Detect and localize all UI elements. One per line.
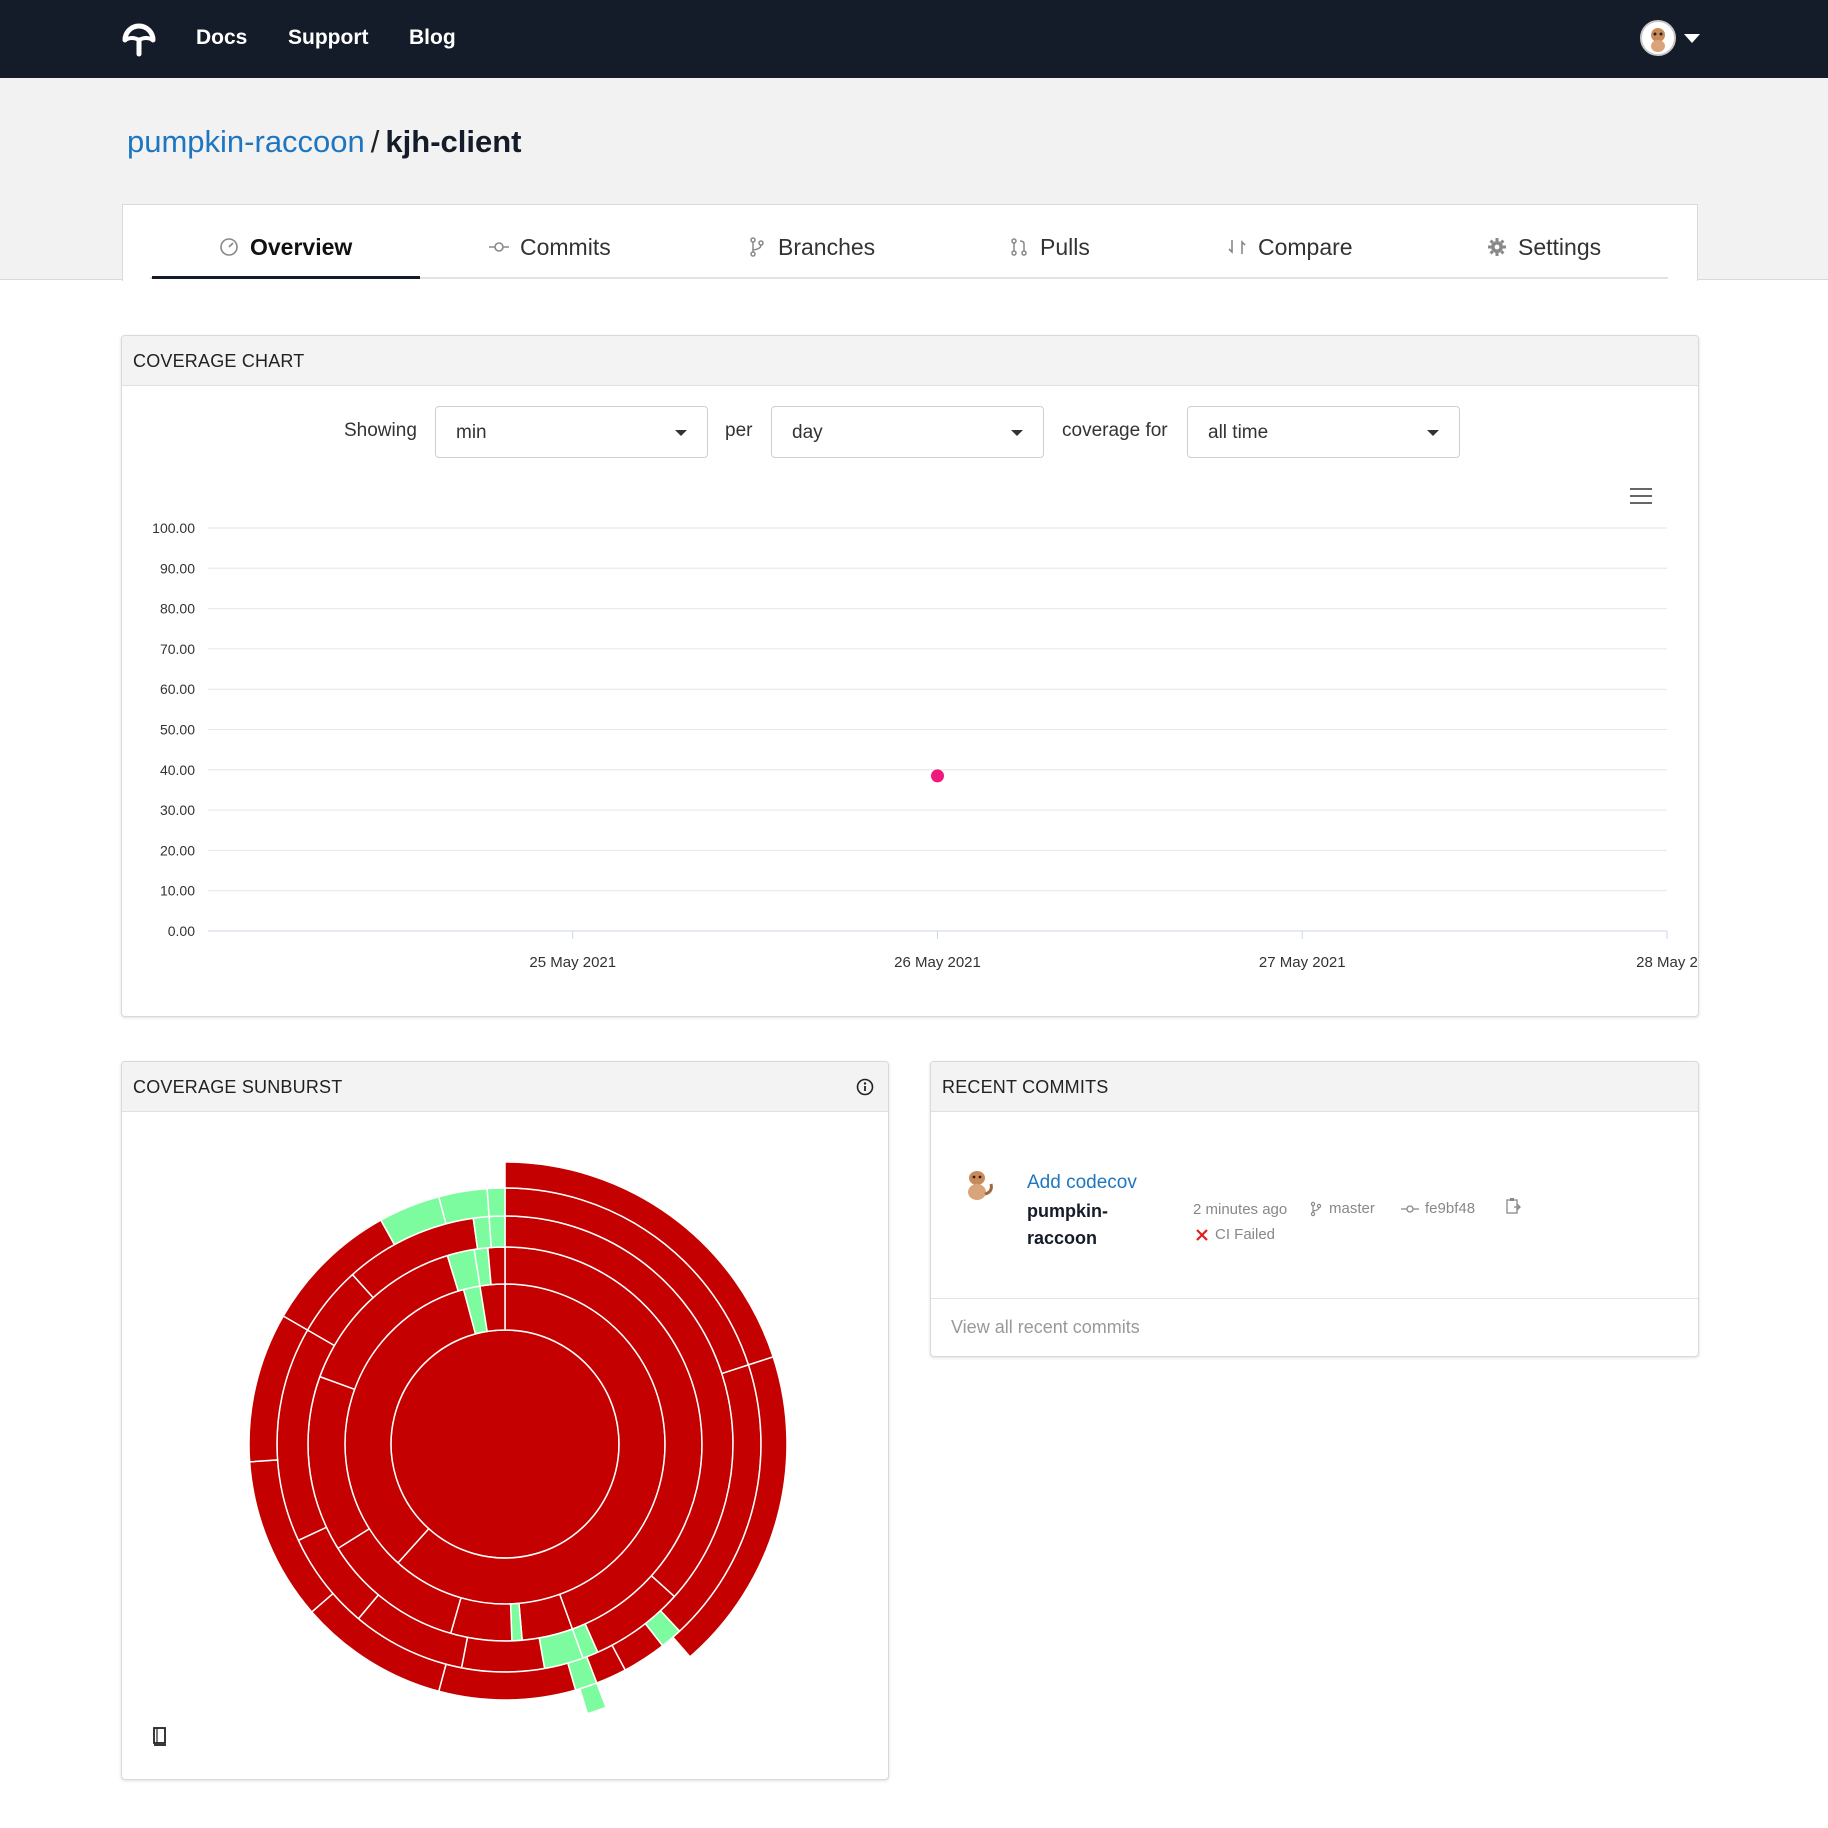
y-tick-label: 50.00 bbox=[160, 722, 195, 738]
chevron-down-icon bbox=[1011, 430, 1023, 436]
commit-icon bbox=[1401, 1204, 1419, 1213]
per-select-value: day bbox=[792, 422, 823, 443]
panel-header: COVERAGE SUNBURST bbox=[122, 1062, 888, 1112]
recent-commits-panel: RECENT COMMITS Add codecov pumpkin-racco… bbox=[930, 1061, 1699, 1357]
sunburst-segment[interactable] bbox=[449, 1596, 513, 1642]
active-tab-indicator bbox=[152, 276, 420, 279]
view-all-commits-link[interactable]: View all recent commits bbox=[951, 1317, 1140, 1337]
y-tick-label: 100.00 bbox=[152, 520, 195, 536]
tab-pulls-label: Pulls bbox=[1040, 233, 1090, 260]
tab-commits-label: Commits bbox=[520, 233, 611, 260]
y-tick-label: 30.00 bbox=[160, 802, 195, 818]
tab-overview[interactable]: Overview bbox=[218, 232, 352, 262]
commit-sha-label: fe9bf48 bbox=[1425, 1200, 1476, 1217]
tab-overview-label: Overview bbox=[250, 233, 353, 260]
gear-icon bbox=[1488, 238, 1506, 256]
tab-settings-label: Settings bbox=[1518, 233, 1602, 260]
top-navbar: Docs Support Blog bbox=[0, 0, 1828, 78]
nav-support-link[interactable]: Support bbox=[288, 26, 369, 49]
copy-icon[interactable] bbox=[1505, 1197, 1521, 1215]
info-icon[interactable] bbox=[856, 1078, 874, 1096]
nav-blog-link[interactable]: Blog bbox=[409, 26, 456, 49]
coverage-sunburst-panel: COVERAGE SUNBURST bbox=[121, 1061, 889, 1780]
ci-status-label: CI Failed bbox=[1215, 1226, 1276, 1243]
compare-icon bbox=[1228, 240, 1246, 254]
commit-author: pumpkin-raccoon bbox=[1027, 1201, 1108, 1248]
coverage-sunburst-title: COVERAGE SUNBURST bbox=[133, 1077, 343, 1097]
breadcrumb-owner-link[interactable]: pumpkin-raccoon bbox=[127, 124, 365, 159]
repo-tabs bbox=[122, 204, 1698, 281]
commit-time: 2 minutes ago bbox=[1193, 1201, 1288, 1218]
codecov-logo-icon[interactable] bbox=[120, 20, 158, 58]
x-tick-label: 26 May 2021 bbox=[894, 954, 981, 971]
panel-header: RECENT COMMITS bbox=[931, 1062, 1698, 1112]
y-tick-label: 0.00 bbox=[168, 923, 195, 939]
y-tick-label: 60.00 bbox=[160, 681, 195, 697]
coverage-line-chart: 100.00 90.00 80.00 70.00 60.00 50.00 40.00 30.0… bbox=[152, 520, 1698, 971]
pull-request-icon bbox=[1011, 238, 1027, 256]
tab-commits[interactable]: Commits bbox=[488, 232, 611, 262]
coverage-chart-title: COVERAGE CHART bbox=[133, 351, 305, 371]
per-select[interactable]: day bbox=[771, 406, 1044, 458]
y-tick-label: 40.00 bbox=[160, 762, 195, 778]
branch-icon bbox=[1310, 1201, 1322, 1216]
y-tick-label: 20.00 bbox=[160, 842, 195, 858]
recent-commits-title: RECENT COMMITS bbox=[942, 1077, 1109, 1097]
tab-pulls[interactable]: Pulls bbox=[1008, 232, 1090, 262]
coverage-for-select[interactable]: all time bbox=[1187, 406, 1460, 458]
tab-branches[interactable]: Branches bbox=[746, 232, 875, 262]
coverage-for-select-value: all time bbox=[1208, 422, 1269, 443]
x-tick-label: 28 May 2 bbox=[1636, 954, 1698, 971]
chart-menu-icon[interactable] bbox=[1630, 488, 1654, 506]
breadcrumb-separator: / bbox=[370, 124, 380, 159]
y-tick-label: 10.00 bbox=[160, 883, 195, 899]
sunburst-segment[interactable] bbox=[488, 1215, 506, 1249]
sunburst-segment[interactable] bbox=[487, 1246, 506, 1286]
commit-sha[interactable]: fe9bf48 bbox=[1401, 1200, 1475, 1217]
commit-branch[interactable]: master bbox=[1309, 1200, 1375, 1217]
x-tick-label: 27 May 2021 bbox=[1259, 954, 1346, 971]
sunburst-root[interactable] bbox=[390, 1329, 620, 1559]
tab-compare-label: Compare bbox=[1258, 233, 1353, 260]
coverage-sunburst-chart[interactable] bbox=[122, 1122, 888, 1722]
commit-icon bbox=[489, 242, 509, 252]
y-tick-label: 70.00 bbox=[160, 641, 195, 657]
nav-docs-link[interactable]: Docs bbox=[196, 26, 248, 49]
x-tick-label: 25 May 2021 bbox=[529, 954, 616, 971]
tab-settings[interactable]: Settings bbox=[1486, 232, 1601, 262]
chevron-down-icon[interactable] bbox=[1684, 34, 1700, 43]
close-icon bbox=[1196, 1228, 1208, 1241]
breadcrumb-repo: kjh-client bbox=[385, 124, 522, 159]
user-menu[interactable] bbox=[1640, 20, 1700, 58]
sunburst-segment[interactable] bbox=[578, 1682, 608, 1715]
showing-select[interactable]: min bbox=[435, 406, 708, 458]
chevron-down-icon bbox=[675, 430, 687, 436]
avatar[interactable] bbox=[957, 1164, 997, 1204]
per-label: per bbox=[725, 420, 753, 441]
book-icon[interactable] bbox=[152, 1727, 168, 1747]
commit-message-link[interactable]: Add codecov bbox=[1027, 1172, 1137, 1193]
ci-status: CI Failed bbox=[1195, 1226, 1275, 1243]
breadcrumb: pumpkin-raccoon / kjh-client bbox=[127, 124, 522, 160]
gauge-icon bbox=[220, 238, 238, 256]
sunburst-segment[interactable] bbox=[460, 1636, 546, 1673]
y-tick-label: 90.00 bbox=[160, 560, 195, 576]
sunburst-segment[interactable] bbox=[671, 1355, 788, 1658]
y-tick-label: 80.00 bbox=[160, 601, 195, 617]
chevron-down-icon bbox=[1427, 430, 1439, 436]
panel-header: COVERAGE CHART bbox=[122, 336, 1698, 386]
sunburst-segment[interactable] bbox=[486, 1187, 506, 1218]
tab-branches-label: Branches bbox=[778, 233, 876, 260]
branch-icon bbox=[750, 237, 764, 257]
data-point bbox=[931, 769, 944, 783]
showing-select-value: min bbox=[456, 422, 487, 443]
commit-branch-label: master bbox=[1329, 1200, 1375, 1217]
tab-compare[interactable]: Compare bbox=[1226, 232, 1353, 262]
coverage-for-label: coverage for bbox=[1062, 420, 1168, 441]
coverage-chart-panel: COVERAGE CHART Showing min per day cover… bbox=[121, 335, 1699, 1017]
avatar[interactable] bbox=[1640, 20, 1676, 56]
tabs-divider bbox=[150, 277, 1668, 279]
showing-label: Showing bbox=[344, 420, 417, 441]
view-all-commits: View all recent commits bbox=[931, 1298, 1698, 1356]
